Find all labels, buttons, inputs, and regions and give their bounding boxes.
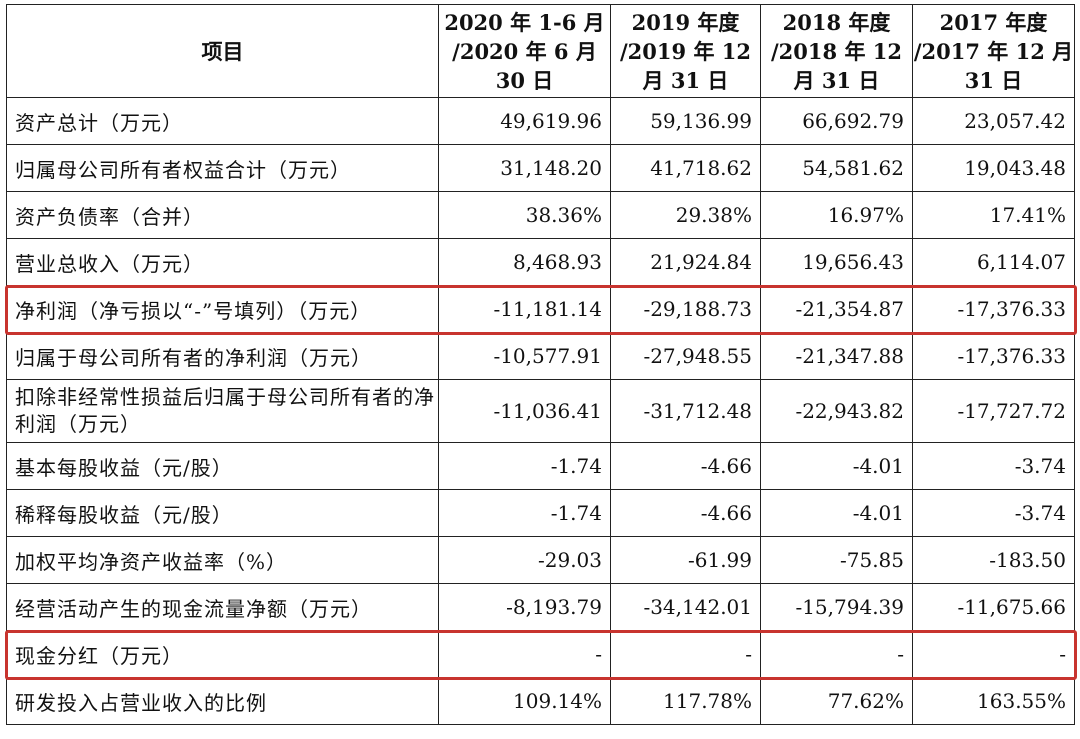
- cell-value: 117.78%: [610, 677, 761, 725]
- cell-value: 41,718.62: [610, 144, 761, 192]
- cell-value: -31,712.48: [610, 379, 761, 443]
- cell-value: -29.03: [438, 536, 611, 584]
- row-label: 基本每股收益（元/股）: [6, 442, 439, 490]
- cell-value: 38.36%: [438, 191, 611, 239]
- table-row: 营业总收入（万元） 8,468.93 21,924.84 19,656.43 6…: [6, 238, 1075, 286]
- cell-value: 21,924.84: [610, 238, 761, 286]
- cell-value: -75.85: [760, 536, 913, 584]
- cell-value: 19,043.48: [912, 144, 1075, 192]
- cell-value: -8,193.79: [438, 583, 611, 631]
- cell-value: 8,468.93: [438, 238, 611, 286]
- row-label: 资产总计（万元）: [6, 97, 439, 145]
- table-row: 资产负债率（合并） 38.36% 29.38% 16.97% 17.41%: [6, 191, 1075, 239]
- table-row: 扣除非经常性损益后归属于母公司所有者的净利润（万元） -11,036.41 -3…: [6, 379, 1075, 443]
- header-2020h1: 2020 年 1-6 月 /2020 年 6 月 30 日: [438, 4, 611, 98]
- cell-value: -22,943.82: [760, 379, 913, 443]
- row-label: 加权平均净资产收益率（%）: [6, 536, 439, 584]
- cell-value: 6,114.07: [912, 238, 1075, 286]
- cell-value: -: [438, 630, 611, 678]
- cell-value: -21,354.87: [760, 285, 913, 333]
- cell-value: 29.38%: [610, 191, 761, 239]
- cell-value: -61.99: [610, 536, 761, 584]
- cell-value: 77.62%: [760, 677, 913, 725]
- cell-value: -4.66: [610, 489, 761, 537]
- cell-value: -17,376.33: [912, 285, 1075, 333]
- row-label: 稀释每股收益（元/股）: [6, 489, 439, 537]
- cell-value: -15,794.39: [760, 583, 913, 631]
- table-row: 加权平均净资产收益率（%） -29.03 -61.99 -75.85 -183.…: [6, 536, 1075, 584]
- table-row: 经营活动产生的现金流量净额（万元） -8,193.79 -34,142.01 -…: [6, 583, 1075, 631]
- cell-value: -17,727.72: [912, 379, 1075, 443]
- table-row: 归属母公司所有者权益合计（万元） 31,148.20 41,718.62 54,…: [6, 144, 1075, 192]
- cell-value: 54,581.62: [760, 144, 913, 192]
- cell-value: -17,376.33: [912, 332, 1075, 380]
- cell-value: -1.74: [438, 489, 611, 537]
- row-label: 营业总收入（万元）: [6, 238, 439, 286]
- cell-value: -34,142.01: [610, 583, 761, 631]
- row-label: 归属母公司所有者权益合计（万元）: [6, 144, 439, 192]
- table-row: 研发投入占营业收入的比例 109.14% 117.78% 77.62% 163.…: [6, 677, 1075, 725]
- row-label: 经营活动产生的现金流量净额（万元）: [6, 583, 439, 631]
- header-2018: 2018 年度 /2018 年 12 月 31 日: [760, 4, 913, 98]
- row-label: 研发投入占营业收入的比例: [6, 677, 439, 725]
- row-label: 归属于母公司所有者的净利润（万元）: [6, 332, 439, 380]
- cell-value: 17.41%: [912, 191, 1075, 239]
- table-header-row: 项目 2020 年 1-6 月 /2020 年 6 月 30 日 2019 年度…: [6, 4, 1075, 98]
- cell-value: -29,188.73: [610, 285, 761, 333]
- cell-value: -11,181.14: [438, 285, 611, 333]
- cell-value: -: [760, 630, 913, 678]
- cell-value: 66,692.79: [760, 97, 913, 145]
- table-row: 资产总计（万元） 49,619.96 59,136.99 66,692.79 2…: [6, 97, 1075, 145]
- cell-value: 49,619.96: [438, 97, 611, 145]
- header-item: 项目: [6, 4, 439, 98]
- cell-value: 16.97%: [760, 191, 913, 239]
- header-2019: 2019 年度 /2019 年 12 月 31 日: [610, 4, 761, 98]
- cell-value: -4.66: [610, 442, 761, 490]
- row-label: 现金分红（万元）: [6, 630, 439, 678]
- cell-value: -: [912, 630, 1075, 678]
- table-row-net-profit: 净利润（净亏损以“-”号填列）（万元） -11,181.14 -29,188.7…: [6, 285, 1075, 333]
- cell-value: -: [610, 630, 761, 678]
- cell-value: -10,577.91: [438, 332, 611, 380]
- cell-value: 19,656.43: [760, 238, 913, 286]
- cell-value: -183.50: [912, 536, 1075, 584]
- cell-value: 23,057.42: [912, 97, 1075, 145]
- cell-value: -3.74: [912, 489, 1075, 537]
- table-row: 归属于母公司所有者的净利润（万元） -10,577.91 -27,948.55 …: [6, 332, 1075, 380]
- header-2017: 2017 年度 /2017 年 12 月 31 日: [912, 4, 1075, 98]
- cell-value: 59,136.99: [610, 97, 761, 145]
- cell-value: -11,675.66: [912, 583, 1075, 631]
- cell-value: -4.01: [760, 442, 913, 490]
- cell-value: -27,948.55: [610, 332, 761, 380]
- table-row: 稀释每股收益（元/股） -1.74 -4.66 -4.01 -3.74: [6, 489, 1075, 537]
- row-label: 扣除非经常性损益后归属于母公司所有者的净利润（万元）: [6, 379, 439, 443]
- financial-data-table: 项目 2020 年 1-6 月 /2020 年 6 月 30 日 2019 年度…: [6, 4, 1075, 725]
- row-label: 资产负债率（合并）: [6, 191, 439, 239]
- cell-value: 109.14%: [438, 677, 611, 725]
- cell-value: 31,148.20: [438, 144, 611, 192]
- cell-value: -11,036.41: [438, 379, 611, 443]
- cell-value: -21,347.88: [760, 332, 913, 380]
- table-row: 基本每股收益（元/股） -1.74 -4.66 -4.01 -3.74: [6, 442, 1075, 490]
- cell-value: -3.74: [912, 442, 1075, 490]
- table-row-cash-dividend: 现金分红（万元） - - - -: [6, 630, 1075, 678]
- cell-value: -1.74: [438, 442, 611, 490]
- cell-value: 163.55%: [912, 677, 1075, 725]
- cell-value: -4.01: [760, 489, 913, 537]
- row-label: 净利润（净亏损以“-”号填列）（万元）: [6, 285, 439, 333]
